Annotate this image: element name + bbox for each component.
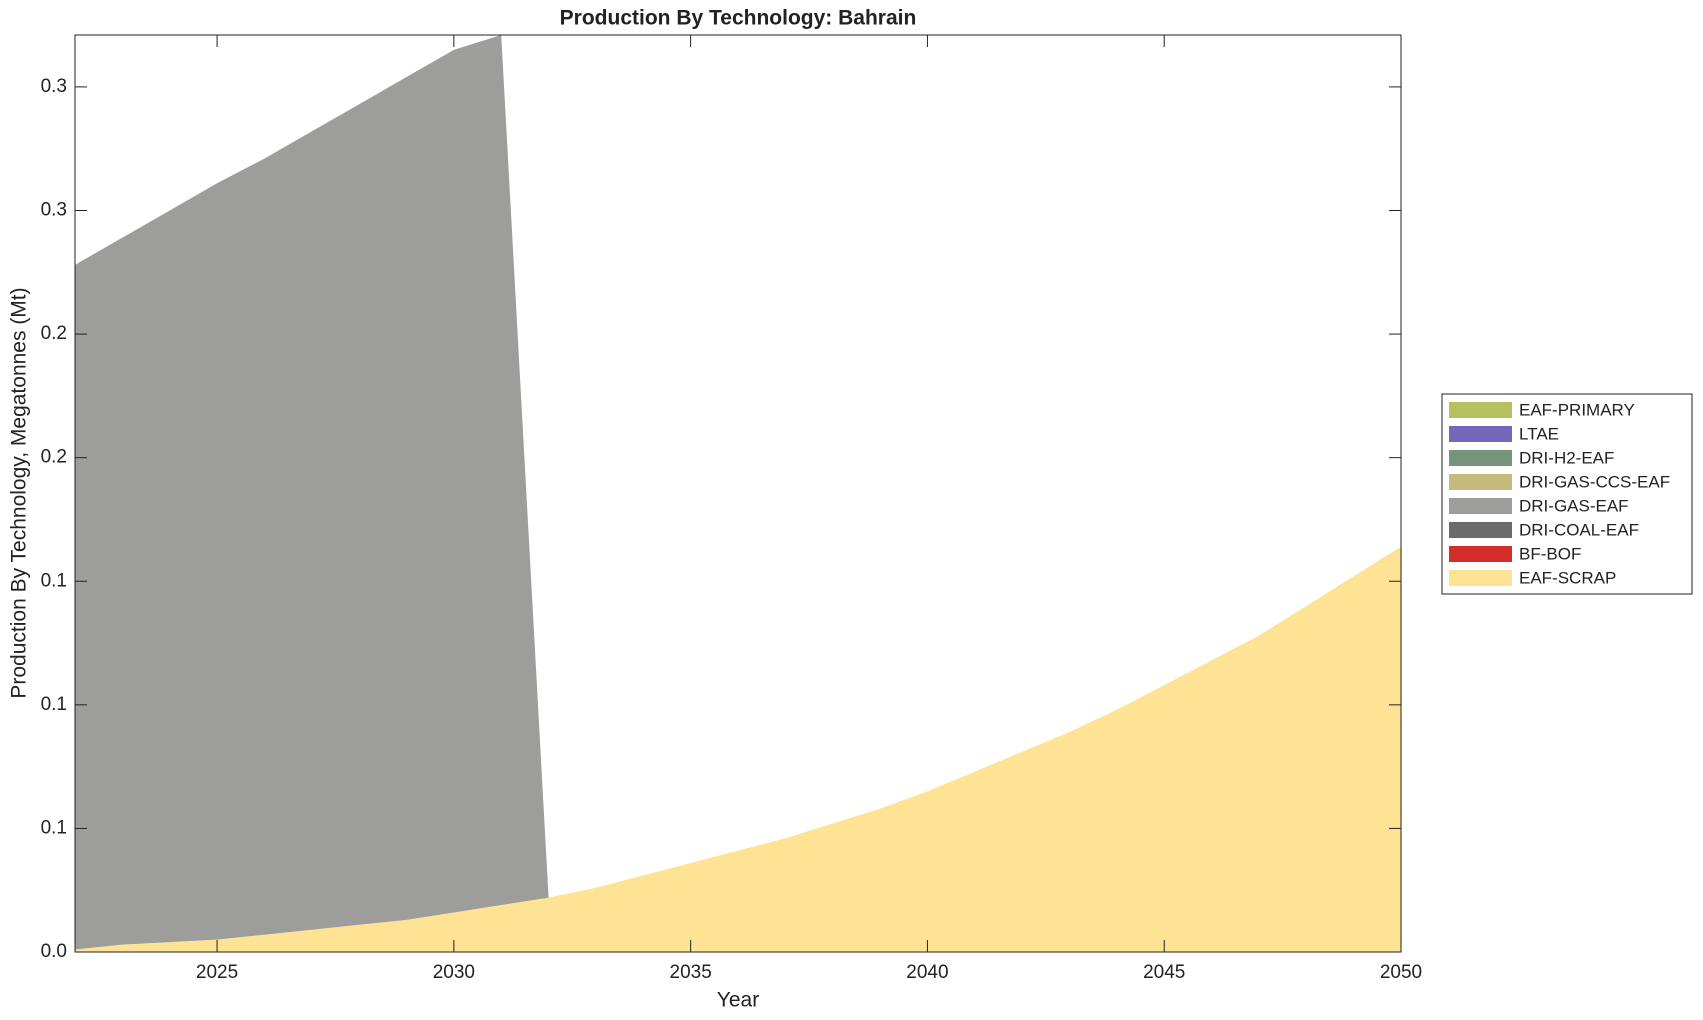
legend-swatch bbox=[1449, 498, 1512, 514]
legend-label: DRI-GAS-EAF bbox=[1519, 496, 1629, 515]
legend-swatch bbox=[1449, 402, 1512, 418]
y-tick-label: 0.3 bbox=[41, 76, 67, 97]
legend-swatch bbox=[1449, 570, 1512, 586]
x-tick-label: 2040 bbox=[906, 962, 948, 983]
y-tick-label: 0.1 bbox=[41, 570, 67, 591]
legend-swatch bbox=[1449, 546, 1512, 562]
legend-label: EAF-SCRAP bbox=[1519, 568, 1616, 587]
legend-box bbox=[1441, 393, 1693, 595]
x-tick-label: 2030 bbox=[433, 962, 475, 983]
legend-label: BF-BOF bbox=[1519, 544, 1581, 563]
x-tick-label: 2045 bbox=[1143, 962, 1185, 983]
x-axis-label: Year bbox=[717, 989, 759, 1012]
y-tick-label: 0.1 bbox=[41, 694, 67, 715]
plot-frame bbox=[74, 34, 1402, 953]
area bbox=[75, 35, 1401, 950]
legend-swatch bbox=[1449, 474, 1512, 490]
area bbox=[75, 546, 1401, 952]
y-tick-label: 0.1 bbox=[41, 817, 67, 838]
y-tick-label: 0.2 bbox=[41, 447, 67, 468]
y-tick-label: 0.0 bbox=[41, 941, 67, 962]
x-tick-label: 2025 bbox=[196, 962, 238, 983]
legend-label: DRI-GAS-CCS-EAF bbox=[1519, 472, 1670, 491]
legend-swatch bbox=[1449, 426, 1512, 442]
legend-label: LTAE bbox=[1519, 424, 1559, 443]
x-tick-label: 2050 bbox=[1380, 962, 1422, 983]
y-tick-label: 0.3 bbox=[41, 200, 67, 221]
x-tick-label: 2035 bbox=[670, 962, 712, 983]
legend-swatch bbox=[1449, 522, 1512, 538]
legend-label: DRI-COAL-EAF bbox=[1519, 520, 1639, 539]
legend-label: EAF-PRIMARY bbox=[1519, 400, 1635, 419]
legend-label: DRI-H2-EAF bbox=[1519, 448, 1614, 467]
legend-swatch bbox=[1449, 450, 1512, 466]
y-axis-label: Production By Technology, Megatonnes (Mt… bbox=[8, 287, 31, 698]
chart-title: Production By Technology: Bahrain bbox=[560, 7, 917, 30]
y-tick-label: 0.2 bbox=[41, 323, 67, 344]
